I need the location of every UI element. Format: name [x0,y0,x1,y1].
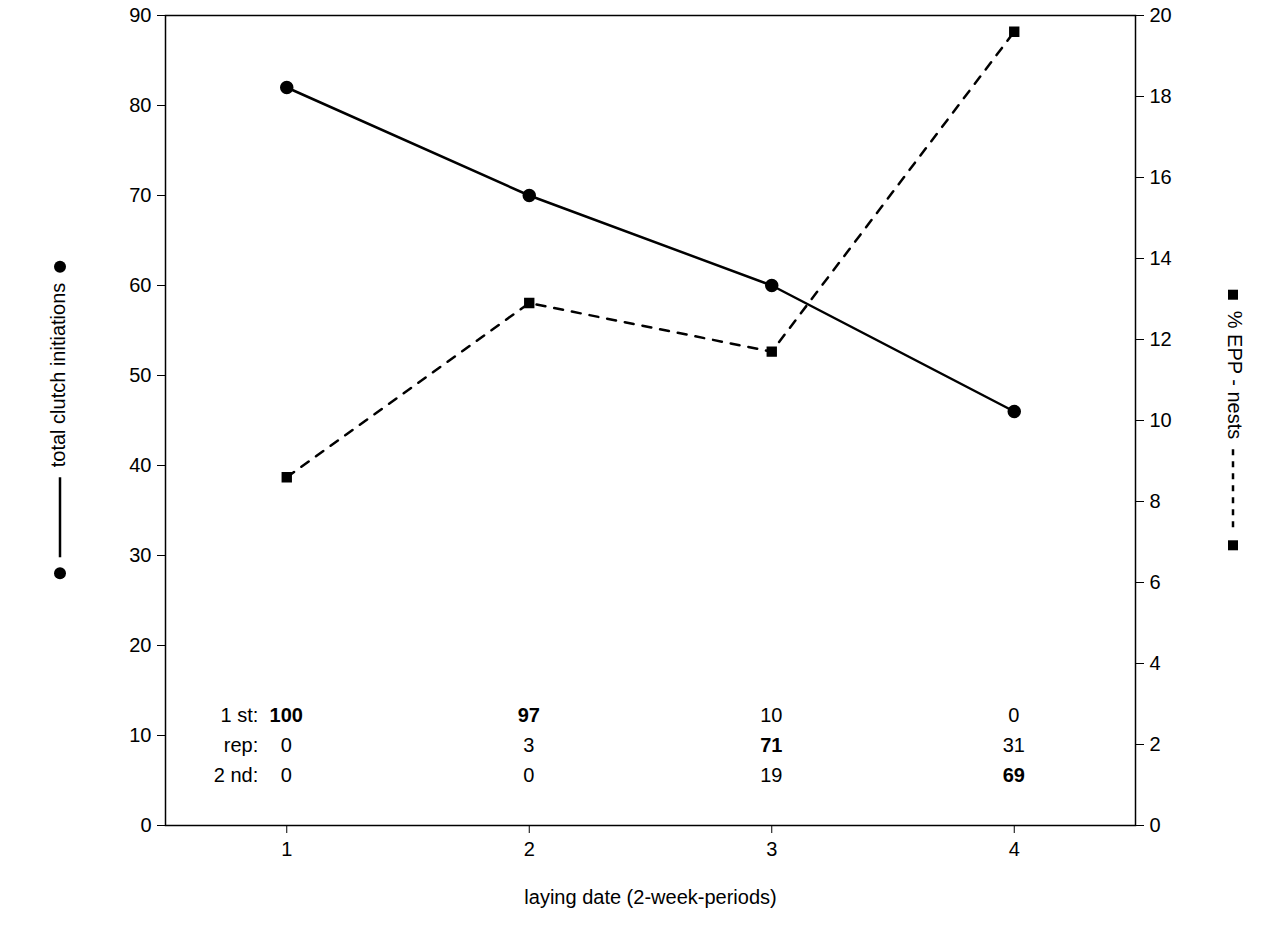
html-text:3: 3 [523,734,535,756]
svg-text:2: 2 [524,838,535,860]
html-text:0: 0 [280,734,292,756]
svg-text:14: 14 [1150,247,1172,269]
html-text:19: 19 [760,764,783,786]
svg-text:laying date (2-week-periods): laying date (2-week-periods) [524,886,776,908]
svg-text:4: 4 [1150,652,1161,674]
svg-text:% EPP - nests: % EPP - nests [1224,311,1246,440]
html-text:10: 10 [760,704,783,726]
html-text:0: 0 [523,764,535,786]
html-text:71: 71 [760,734,783,756]
svg-text:8: 8 [1150,490,1161,512]
svg-text:12: 12 [1150,328,1172,350]
html-text:0: 0 [1008,704,1020,726]
svg-text:20: 20 [129,634,151,656]
svg-text:60: 60 [129,274,151,296]
html-text:31: 31 [1002,734,1025,756]
html-text:rep:: rep: [223,734,259,756]
html-text:2 nd:: 2 nd: [213,764,259,786]
svg-text:18: 18 [1150,85,1172,107]
svg-text:20: 20 [1150,4,1172,26]
svg-text:6: 6 [1150,571,1161,593]
svg-text:3: 3 [766,838,777,860]
svg-text:10: 10 [1150,409,1172,431]
svg-text:70: 70 [129,184,151,206]
svg-text:0: 0 [1150,814,1161,836]
html-text:100: 100 [269,704,303,726]
svg-text:40: 40 [129,454,151,476]
svg-text:90: 90 [129,4,151,26]
html-text:1 st:: 1 st: [220,704,259,726]
svg-text:4: 4 [1009,838,1020,860]
html-text:0: 0 [280,764,292,786]
svg-text:80: 80 [129,94,151,116]
html-text:97: 97 [517,704,540,726]
svg-text:10: 10 [129,724,151,746]
svg-text:1: 1 [281,838,292,860]
svg-text:16: 16 [1150,166,1172,188]
svg-text:total clutch initiations: total clutch initiations [47,283,69,468]
svg-text:50: 50 [129,364,151,386]
svg-text:30: 30 [129,544,151,566]
svg-text:0: 0 [140,814,151,836]
html-text:69: 69 [1002,764,1025,786]
svg-text:2: 2 [1150,733,1161,755]
